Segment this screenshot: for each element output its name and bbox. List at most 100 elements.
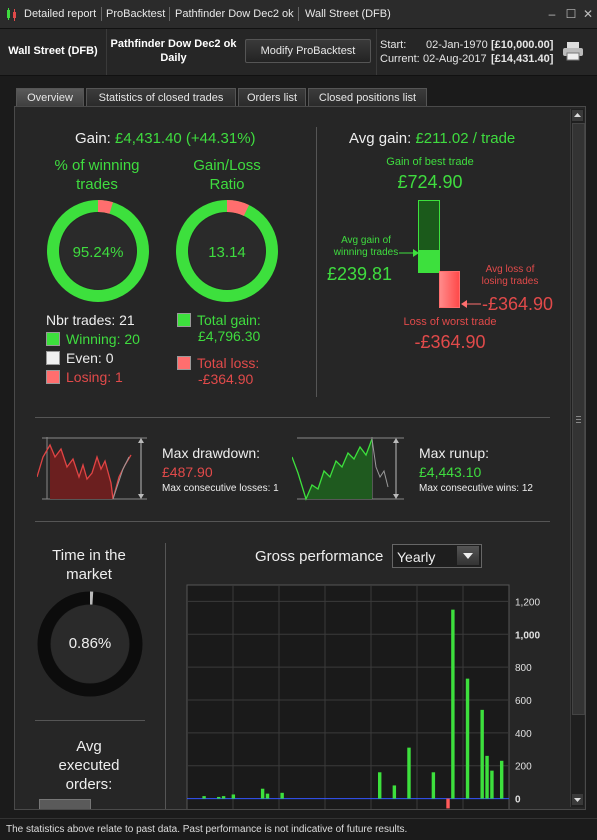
title-separator <box>169 7 170 21</box>
losing-swatch <box>46 370 60 384</box>
gross-label: Gross performance <box>255 548 384 565</box>
total-loss-value: -£364.90 <box>198 371 254 387</box>
title-detailed-report: Detailed report <box>24 8 97 20</box>
modify-probacktest-button[interactable]: Modify ProBacktest <box>245 39 371 63</box>
avg-loss-label-line1: Avg loss of <box>485 264 535 275</box>
nbr-trades: Nbr trades: 21 <box>46 312 135 328</box>
market-title-line2: market <box>66 566 112 583</box>
best-trade-label: Gain of best trade <box>386 156 474 168</box>
winning-donut <box>47 200 149 302</box>
ratio-donut <box>176 200 278 302</box>
performance-bar <box>265 793 270 799</box>
performance-bar <box>490 770 494 799</box>
scroll-thumb[interactable] <box>572 123 585 715</box>
candlestick-icon <box>7 8 16 21</box>
best-trade-value: £724.90 <box>397 172 463 192</box>
market-percent: 0.86% <box>68 635 112 652</box>
ratio-title-line1: Gain/Loss <box>193 157 261 174</box>
strategy-name: Pathfinder Dow Dec2 ok <box>110 38 237 50</box>
current-date: 02-Aug-2017 <box>423 53 487 65</box>
avg-loss-label: Avg loss of losing trades <box>473 264 547 288</box>
strategy-cell: Pathfinder Dow Dec2 ok Daily <box>107 29 240 75</box>
y-tick-label: 0 <box>515 795 521 806</box>
market-arc <box>37 591 143 697</box>
performance-bar <box>465 678 470 799</box>
close-icon[interactable]: ✕ <box>582 7 594 21</box>
performance-bar <box>231 794 236 799</box>
disclaimer-footer: The statistics above relate to past data… <box>0 818 597 840</box>
performance-bar <box>378 772 382 799</box>
total-loss-swatch <box>177 356 191 370</box>
y-tick-label: 800 <box>515 663 532 674</box>
orders-title-line2: executed <box>58 757 120 774</box>
section-separator <box>35 521 550 522</box>
scroll-down-button[interactable] <box>572 794 583 805</box>
header-separator <box>376 29 377 75</box>
tab-overview[interactable]: Overview <box>16 88 84 107</box>
scroll-up-button[interactable] <box>572 110 583 121</box>
worst-trade-value: -£364.90 <box>414 332 486 352</box>
performance-bar <box>280 792 284 799</box>
section-divider <box>316 127 317 397</box>
report-header: Wall Street (DFB) Pathfinder Dow Dec2 ok… <box>0 29 597 76</box>
ratio-title: Gain/Loss Ratio <box>167 156 287 194</box>
period-dropdown-button[interactable] <box>457 546 479 565</box>
maximize-icon[interactable]: ☐ <box>565 7 577 21</box>
period-select[interactable]: Yearly <box>392 544 482 568</box>
minimize-icon[interactable]: – <box>548 7 556 21</box>
performance-bar <box>202 796 206 799</box>
title-bar: Detailed report ProBacktest Pathfinder D… <box>0 0 597 29</box>
avg-loss-bar <box>439 271 460 308</box>
runup-label: Max runup: <box>419 445 490 461</box>
y-tick-label: 1,000 <box>515 630 540 641</box>
y-tick-label: 400 <box>515 729 532 740</box>
gain-summary: Gain: £4,431.40 (+44.31%) <box>75 130 256 147</box>
winning-count: Winning: 20 <box>66 331 140 347</box>
runup-sparkline <box>292 437 404 501</box>
tab-closed-positions-list[interactable]: Closed positions list <box>308 88 427 107</box>
orders-title-line1: Avg <box>76 738 102 755</box>
arrow-up-icon <box>574 113 581 117</box>
market-title: Time in the market <box>35 546 143 584</box>
chevron-down-icon <box>463 553 473 559</box>
y-tick-label: 1,200 <box>515 597 540 608</box>
instrument-cell: Wall Street (DFB) <box>0 29 107 75</box>
tab-orders-list[interactable]: Orders list <box>238 88 306 107</box>
overview-panel: Gain: £4,431.40 (+44.31%) % of winning t… <box>14 106 586 810</box>
avg-gain-summary: Avg gain: £211.02 / trade <box>349 130 515 147</box>
avg-win-value: £239.81 <box>327 264 393 284</box>
winning-title-line1: % of winning <box>54 157 140 174</box>
section-separator <box>35 720 145 721</box>
strategy-timeframe: Daily <box>160 52 187 64</box>
avg-loss-label-line2: losing trades <box>481 276 539 287</box>
start-value: [£10,000.00] <box>491 39 554 51</box>
section-separator <box>35 417 550 418</box>
instrument-name: Wall Street (DFB) <box>8 45 98 57</box>
start-label: Start: <box>380 39 407 51</box>
avg-gain-label: Avg gain: <box>349 130 412 147</box>
performance-bar <box>217 796 221 799</box>
losing-legend: Losing: 1 <box>46 369 123 385</box>
arrow-left-icon <box>461 300 481 308</box>
winning-swatch <box>46 332 60 346</box>
vertical-scrollbar[interactable] <box>570 109 585 807</box>
market-title-line1: Time in the <box>52 547 126 564</box>
print-icon[interactable] <box>562 41 584 61</box>
drawdown-label: Max drawdown: <box>162 445 261 461</box>
performance-bar <box>499 760 504 799</box>
ratio-title-line2: Ratio <box>209 176 245 193</box>
gain-value: £4,431.40 (+44.31%) <box>115 130 256 147</box>
winning-title-line2: trades <box>76 176 118 193</box>
avg-win-label-line2: winning trades <box>333 247 399 258</box>
even-legend: Even: 0 <box>46 350 113 366</box>
winning-title: % of winning trades <box>33 156 161 194</box>
drawdown-value: £487.90 <box>162 464 213 480</box>
orders-title-line3: orders: <box>65 776 113 793</box>
arrow-down-icon <box>574 798 581 802</box>
avg-win-label: Avg gain of winning trades <box>323 235 409 259</box>
runup-sub: Max consecutive wins: 12 <box>419 483 533 494</box>
performance-bar <box>480 709 484 799</box>
winning-percent: 95.24% <box>72 244 124 261</box>
performance-bar <box>221 796 226 799</box>
tab-statistics-closed-trades[interactable]: Statistics of closed trades <box>86 88 236 107</box>
